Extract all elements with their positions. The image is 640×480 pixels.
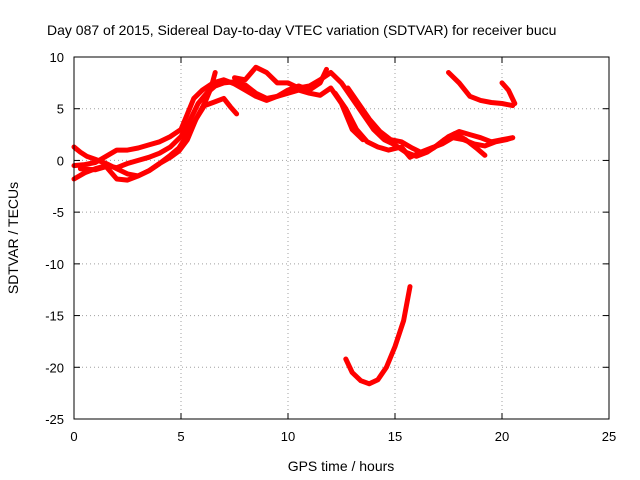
chart-title: Day 087 of 2015, Sidereal Day-to-day VTE… [47, 22, 556, 38]
series-line-sat-e [232, 64, 516, 159]
y-tick-label: -15 [45, 309, 64, 324]
series-line-sat-b [71, 66, 329, 169]
y-tick-label: -5 [52, 205, 64, 220]
plot-frame [73, 56, 610, 420]
axis-ticks: 0 5 10 15 20 25 -25 -20 -15 -10 -5 0 5 10 [45, 50, 616, 444]
y-tick-label: 10 [50, 50, 64, 65]
plot-series [71, 64, 518, 387]
series-line-sat-g [332, 90, 516, 160]
x-axis-label: GPS time / hours [288, 458, 395, 474]
series-line-sat-j [343, 284, 413, 387]
x-tick-label: 15 [388, 429, 402, 444]
series-line-sat-h [446, 70, 516, 109]
x-tick-label: 20 [495, 429, 509, 444]
y-tick-label: 5 [57, 102, 64, 117]
x-tick-label: 25 [602, 429, 616, 444]
x-tick-label: 5 [177, 429, 184, 444]
y-tick-label: -25 [45, 412, 64, 427]
series-line-sat-d [77, 95, 240, 183]
series-line-sat-i [499, 80, 518, 106]
x-tick-label: 0 [70, 429, 77, 444]
y-tick-label: -20 [45, 360, 64, 375]
y-axis-label: SDTVAR / TECUs [5, 182, 21, 294]
series-line-sat-a [71, 79, 366, 182]
y-tick-label: 0 [57, 153, 64, 168]
y-tick-label: -10 [45, 257, 64, 272]
series-line-sat-f [345, 85, 488, 158]
x-tick-label: 10 [281, 429, 295, 444]
grid-lines [74, 57, 609, 419]
